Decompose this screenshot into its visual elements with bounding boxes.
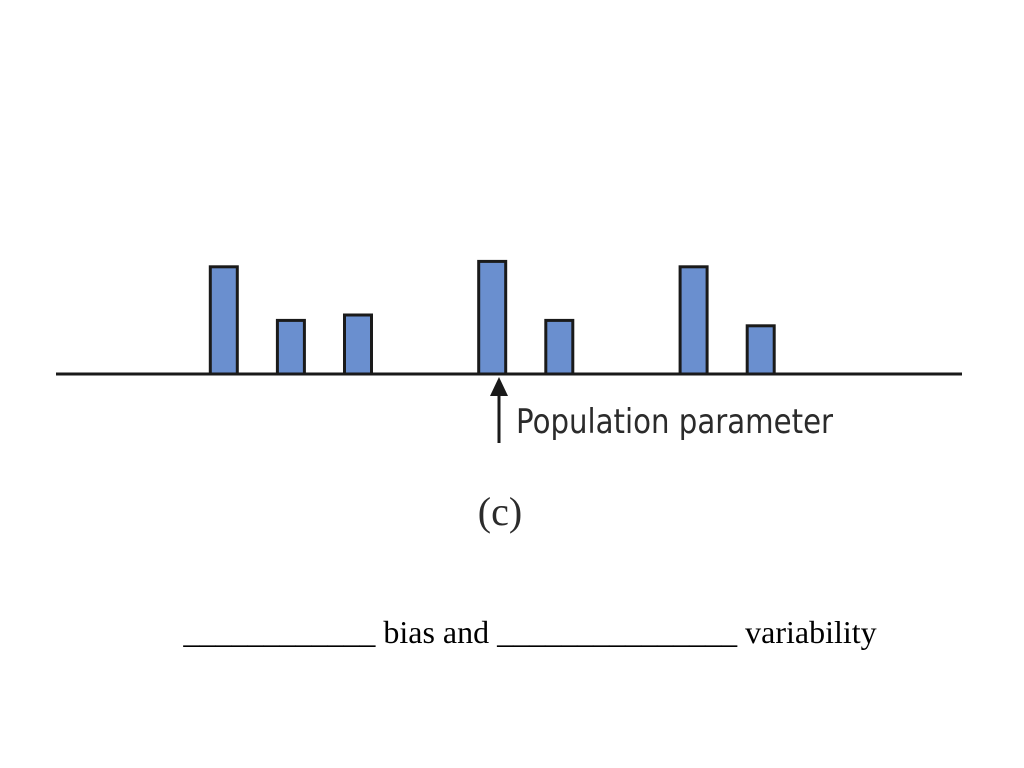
- bar-4: [544, 318, 575, 376]
- bar-5: [678, 265, 709, 376]
- bars-group: [208, 259, 776, 376]
- figure-caption: (c): [477, 489, 523, 534]
- marker-label: Population parameter: [516, 403, 834, 442]
- bar-2: [343, 313, 373, 376]
- fill-in-prompt: ____________ bias and _______________ va…: [183, 614, 877, 650]
- arrow-up-icon: [490, 377, 508, 396]
- bar-3: [477, 259, 508, 376]
- bar-1: [275, 318, 306, 376]
- population-parameter-marker: Population parameter: [490, 377, 834, 443]
- bar-6: [745, 324, 776, 376]
- bar-0: [208, 265, 239, 376]
